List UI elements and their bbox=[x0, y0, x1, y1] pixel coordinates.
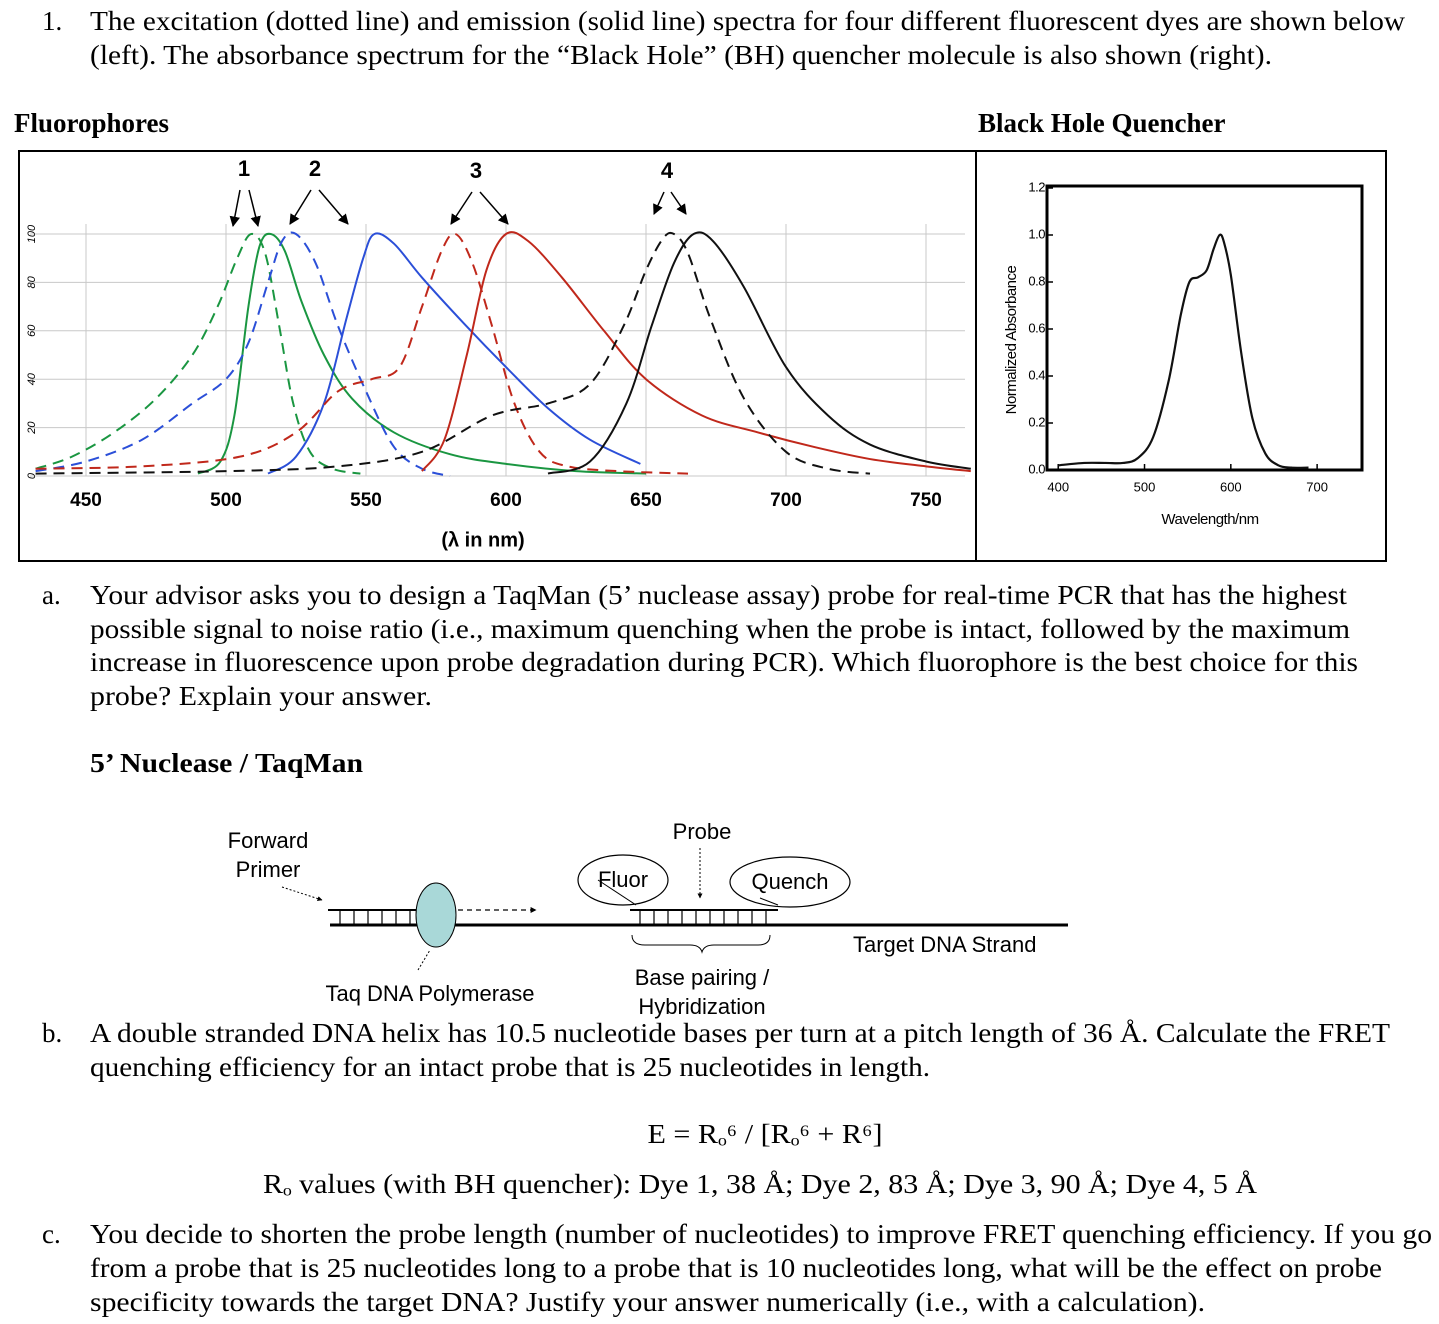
x-tick-label: 750 bbox=[910, 490, 942, 511]
x-tick-label: 500 bbox=[1134, 479, 1156, 494]
y-tick-label: 0.6 bbox=[1028, 320, 1045, 335]
spectrum-line bbox=[35, 232, 689, 475]
pointer bbox=[281, 886, 323, 901]
x-tick-label: 550 bbox=[350, 490, 382, 511]
spectrum-line bbox=[35, 231, 451, 477]
annotation-arrows bbox=[229, 189, 687, 228]
spectrum-line bbox=[1058, 233, 1309, 469]
quencher-chart: 0.0 0.2 0.4 0.6 0.8 1.0 1.2 400 500 600 700 Wavelen… bbox=[1003, 179, 1328, 528]
y-tick-label: 40 bbox=[26, 372, 38, 385]
fluor-label: Fluor bbox=[598, 867, 648, 892]
x-tick-label: 400 bbox=[1047, 479, 1069, 494]
annotation: 2 bbox=[309, 156, 321, 181]
equation: E = Rₒ⁶ / [Rₒ⁶ + R⁶] bbox=[648, 1119, 883, 1149]
base-pairing-label: Base pairing / bbox=[635, 965, 770, 990]
x-axis-label: (λ in nm) bbox=[441, 529, 524, 551]
part-line: specificity towards the target DNA? Just… bbox=[90, 1287, 1205, 1317]
polymerase-shape bbox=[415, 882, 457, 948]
x-axis-label: Wavelength/nm bbox=[1161, 511, 1258, 528]
polymerase-label: Taq DNA Polymerase bbox=[325, 981, 534, 1006]
x-tick-label: 700 bbox=[770, 490, 802, 511]
y-tick-label: 20 bbox=[26, 421, 38, 435]
annotation: 4 bbox=[661, 158, 674, 183]
probe-label: Probe bbox=[673, 819, 732, 844]
chart-frame bbox=[975, 150, 1387, 562]
y-tick-label: 0.2 bbox=[1028, 414, 1045, 429]
part-label: b. bbox=[42, 1018, 62, 1048]
part-line: increase in fluorescence upon probe degr… bbox=[90, 647, 1358, 677]
spectrum-line bbox=[35, 232, 361, 475]
ro-values: Rₒ values (with BH quencher): Dye 1, 38 … bbox=[263, 1169, 1258, 1199]
part-line: quenching efficiency for an intact probe… bbox=[90, 1052, 930, 1082]
x-tick-label: 700 bbox=[1306, 479, 1328, 494]
part-label: a. bbox=[42, 580, 61, 610]
quench-shape bbox=[729, 856, 851, 908]
x-tick-label: 650 bbox=[630, 490, 662, 511]
y-tick-label: 1.0 bbox=[1028, 226, 1045, 241]
annotation: 3 bbox=[470, 158, 482, 183]
part-line: from a probe that is 25 nucleotides long… bbox=[90, 1253, 1382, 1283]
y-tick-label: 0.8 bbox=[1028, 273, 1045, 288]
diagram-heading: 5’ Nuclease / TaqMan bbox=[90, 748, 363, 778]
x-tick-label: 600 bbox=[490, 490, 522, 511]
forward-primer-label: Primer bbox=[236, 857, 301, 882]
part-label: c. bbox=[42, 1219, 61, 1249]
y-tick-label: 60 bbox=[26, 324, 38, 337]
annotation: 1 bbox=[238, 156, 250, 181]
x-tick-label: 450 bbox=[70, 490, 102, 511]
chart-title: Black Hole Quencher bbox=[978, 108, 1225, 138]
spectrum-line bbox=[421, 231, 971, 473]
fluorophore-chart: 0 20 40 60 80 100 450 500 550 600 650 700 750 (λ in n… bbox=[26, 156, 971, 551]
target-label: Target DNA Strand bbox=[853, 932, 1036, 957]
y-tick-label: 100 bbox=[26, 224, 38, 243]
spectrum-line bbox=[197, 232, 647, 475]
quench-label: Quench bbox=[751, 869, 828, 894]
spectrum-line bbox=[547, 231, 971, 475]
spectrum-line bbox=[35, 231, 871, 475]
part-line: A double stranded DNA helix has 10.5 nuc… bbox=[90, 1018, 1391, 1048]
plot-frame bbox=[1045, 184, 1364, 472]
part-line: You decide to shorten the probe length (… bbox=[90, 1219, 1432, 1249]
forward-primer-label: Forward bbox=[228, 828, 309, 853]
part-line: possible signal to noise ratio (i.e., ma… bbox=[90, 614, 1350, 644]
part-line: Your advisor asks you to design a TaqMan… bbox=[90, 580, 1348, 610]
question-number: 1. bbox=[42, 6, 62, 36]
part-line: probe? Explain your answer. bbox=[90, 681, 432, 711]
base-pairing-label: Hybridization bbox=[638, 994, 765, 1019]
chart-title: Fluorophores bbox=[14, 108, 169, 138]
fluor-shape bbox=[577, 854, 669, 906]
x-tick-label: 500 bbox=[210, 490, 242, 511]
y-axis-label: Normalized Absorbance bbox=[1003, 265, 1020, 414]
y-tick-label: 0.0 bbox=[1028, 461, 1045, 476]
y-tick-label: 0.4 bbox=[1028, 367, 1045, 382]
question-line: The excitation (dotted line) and emissio… bbox=[90, 6, 1406, 36]
y-tick-label: 80 bbox=[26, 275, 38, 288]
y-tick-label: 1.2 bbox=[1028, 179, 1045, 194]
x-tick-label: 600 bbox=[1220, 479, 1242, 494]
y-tick-label: 0 bbox=[26, 472, 38, 479]
question-line: (left). The absorbance spectrum for the … bbox=[90, 40, 1272, 70]
